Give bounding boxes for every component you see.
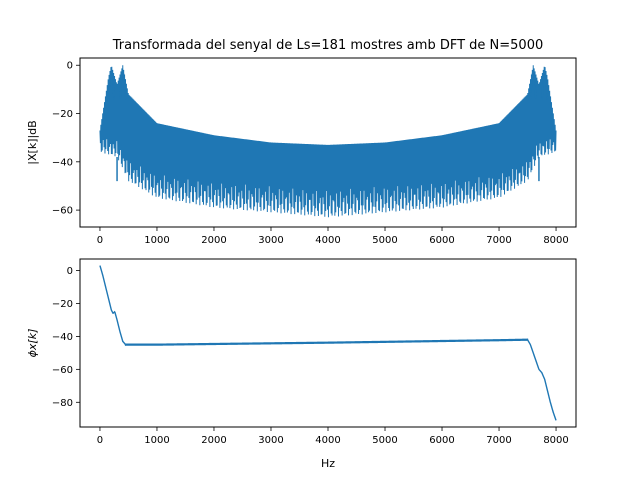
x-tick-label: 1000	[144, 435, 169, 446]
x-tick-label: 7000	[486, 235, 511, 246]
magnitude-peak	[108, 70, 115, 100]
x-tick-label: 8000	[543, 435, 568, 446]
chart-title: Transformada del senyal de Ls=181 mostre…	[112, 38, 544, 53]
x-tick-label: 5000	[372, 435, 397, 446]
x-tick-label: 1000	[144, 235, 169, 246]
magnitude-line	[99, 65, 557, 218]
magnitude-y-ticks: 0 −20 −40 −60	[52, 61, 80, 217]
phase-line	[99, 265, 557, 421]
y-tick-label: −20	[52, 109, 73, 120]
magnitude-peak	[119, 70, 127, 100]
phase-plot: 0 1000 2000 3000 4000 5000 6000 7000 8000 0 −20 −4…	[26, 258, 577, 470]
x-tick-label: 5000	[372, 235, 397, 246]
x-tick-label: 2000	[201, 435, 226, 446]
phase-series	[99, 265, 557, 421]
x-tick-label: 0	[97, 435, 103, 446]
x-tick-label: 7000	[486, 435, 511, 446]
y-tick-label: −60	[52, 365, 73, 376]
phase-x-axis-label: Hz	[321, 457, 335, 470]
y-tick-label: 0	[67, 61, 73, 72]
y-tick-label: 0	[67, 266, 73, 277]
y-tick-label: −60	[52, 206, 73, 217]
magnitude-peak	[541, 70, 548, 100]
magnitude-x-ticks: 0 1000 2000 3000 4000 5000 6000 7000 8000	[97, 227, 569, 246]
y-tick-label: −40	[52, 157, 73, 168]
y-tick-label: −20	[52, 299, 73, 310]
phase-x-ticks: 0 1000 2000 3000 4000 5000 6000 7000 8000	[97, 427, 569, 446]
magnitude-peak	[529, 70, 537, 100]
magnitude-y-axis-label: |X[k]|dB	[26, 120, 39, 164]
x-tick-label: 3000	[258, 235, 283, 246]
y-tick-label: −40	[52, 332, 73, 343]
magnitude-series	[99, 65, 557, 218]
x-tick-label: 2000	[201, 235, 226, 246]
phase-y-axis-label: ϕx[k]	[26, 329, 39, 358]
phase-y-ticks: 0 −20 −40 −60 −80	[52, 266, 80, 409]
y-tick-label: −80	[52, 398, 73, 409]
x-tick-label: 6000	[429, 235, 454, 246]
x-tick-label: 6000	[429, 435, 454, 446]
x-tick-label: 3000	[258, 435, 283, 446]
x-tick-label: 4000	[315, 235, 340, 246]
magnitude-plot: 0 1000 2000 3000 4000 5000 6000 7000 8000 0 −20 −4…	[26, 57, 577, 246]
x-tick-label: 4000	[315, 435, 340, 446]
x-tick-label: 0	[97, 235, 103, 246]
x-tick-label: 8000	[543, 235, 568, 246]
